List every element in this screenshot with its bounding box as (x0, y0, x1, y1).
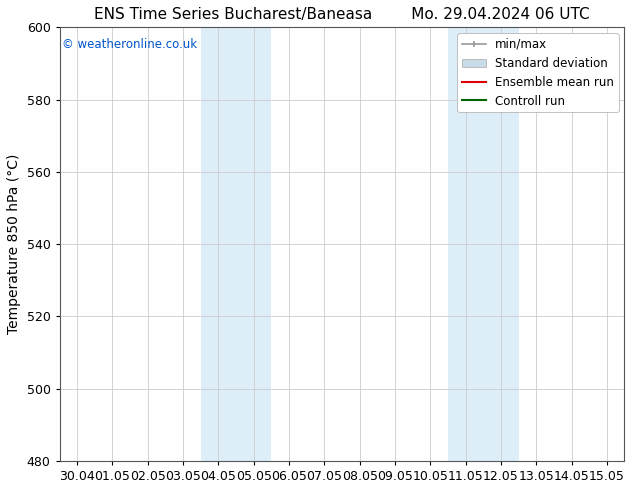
Bar (448, 27, 519, 461)
Text: © weatheronline.co.uk: © weatheronline.co.uk (62, 38, 197, 51)
Bar (201, 27, 271, 461)
Title: ENS Time Series Bucharest/Baneasa        Mo. 29.04.2024 06 UTC: ENS Time Series Bucharest/Baneasa Mo. 29… (94, 7, 590, 22)
Y-axis label: Temperature 850 hPa (°C): Temperature 850 hPa (°C) (7, 154, 21, 334)
Legend: min/max, Standard deviation, Ensemble mean run, Controll run: min/max, Standard deviation, Ensemble me… (457, 33, 619, 112)
